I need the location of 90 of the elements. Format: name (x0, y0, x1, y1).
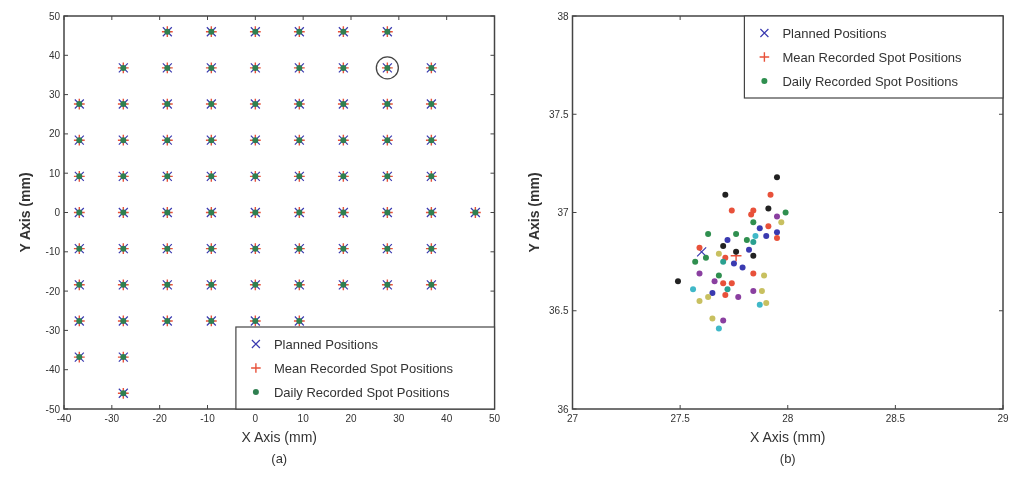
point (692, 258, 699, 265)
legend-label: Mean Recorded Spot Positions (782, 50, 963, 65)
y-tick-label: 30 (48, 89, 61, 101)
point (773, 174, 780, 181)
y-tick-label: -30 (45, 324, 61, 336)
point (782, 209, 789, 216)
x-tick-label: 27 (566, 413, 579, 424)
point (722, 292, 729, 299)
y-tick-label: 37.5 (549, 108, 569, 120)
point (773, 235, 780, 242)
point (720, 317, 727, 324)
point (715, 272, 722, 279)
x-tick-label: 0 (252, 413, 259, 424)
legend-label: Planned Positions (273, 337, 379, 352)
point (696, 297, 703, 304)
point (696, 244, 703, 251)
point (696, 270, 703, 277)
y-tick-label: 40 (48, 49, 61, 61)
point (709, 315, 716, 322)
x-axis-title: X Axis (mm) (750, 429, 826, 445)
point (761, 272, 768, 279)
point (720, 258, 727, 265)
y-tick-label: 36 (557, 403, 569, 415)
x-tick-label: 28.5 (885, 413, 906, 424)
point (765, 205, 772, 212)
point (715, 250, 722, 257)
y-axis-title: Y Axis (mm) (17, 172, 33, 253)
point (735, 294, 742, 300)
legend-label: Mean Recorded Spot Positions (273, 361, 454, 376)
point (720, 280, 727, 287)
x-tick-label: -40 (56, 413, 72, 424)
x-tick-label: 20 (345, 413, 357, 424)
point (750, 219, 757, 226)
point (750, 270, 757, 277)
y-tick-label: 50 (48, 10, 61, 22)
y-axis-title: Y Axis (mm) (525, 172, 542, 253)
point (733, 231, 740, 238)
point (752, 233, 759, 240)
point (758, 288, 765, 295)
point (722, 191, 729, 198)
point (715, 325, 722, 332)
x-tick-label: 30 (393, 413, 405, 424)
point (778, 219, 785, 226)
y-tick-label: 36.5 (549, 305, 569, 317)
y-tick-label: 0 (54, 207, 61, 218)
point (756, 301, 763, 308)
point (750, 288, 757, 295)
point (724, 286, 731, 293)
point (720, 242, 727, 249)
text: (a) (271, 451, 288, 466)
point (674, 278, 681, 285)
text: (b) (779, 451, 796, 466)
y-tick-label: -40 (45, 364, 61, 376)
point (705, 231, 712, 238)
x-axis-title: X Axis (mm) (241, 429, 317, 445)
point (696, 246, 707, 257)
y-tick-label: 37 (557, 207, 569, 218)
point (728, 280, 735, 287)
x-tick-label: 28 (782, 413, 794, 424)
point (765, 223, 772, 230)
x-tick-label: -30 (104, 413, 120, 424)
legend-label: Daily Recorded Spot Positions (782, 74, 959, 89)
y-tick-label: -50 (45, 403, 61, 415)
point (748, 211, 755, 218)
point (728, 207, 735, 214)
x-tick-label: 40 (441, 413, 453, 424)
point (733, 248, 740, 255)
legend-label: Daily Recorded Spot Positions (273, 385, 450, 400)
x-tick-label: 27.5 (670, 413, 691, 424)
y-tick-label: 38 (557, 10, 569, 22)
y-tick-label: 20 (48, 128, 61, 140)
x-tick-label: 50 (488, 413, 501, 424)
x-tick-label: 10 (297, 413, 310, 424)
point (743, 237, 750, 244)
x-tick-label: -20 (152, 413, 168, 424)
legend-label: Planned Positions (782, 26, 887, 41)
point (767, 191, 774, 198)
point (763, 299, 770, 306)
point (702, 254, 709, 261)
point (773, 213, 780, 220)
y-tick-label: -10 (45, 246, 61, 258)
x-tick-label: 29 (997, 413, 1009, 424)
point (750, 252, 757, 259)
point (750, 238, 757, 245)
y-tick-label: -20 (45, 285, 61, 297)
x-tick-label: -10 (200, 413, 216, 424)
point (711, 278, 718, 285)
point (705, 294, 712, 300)
point (690, 286, 697, 293)
y-tick-label: 10 (48, 167, 61, 179)
